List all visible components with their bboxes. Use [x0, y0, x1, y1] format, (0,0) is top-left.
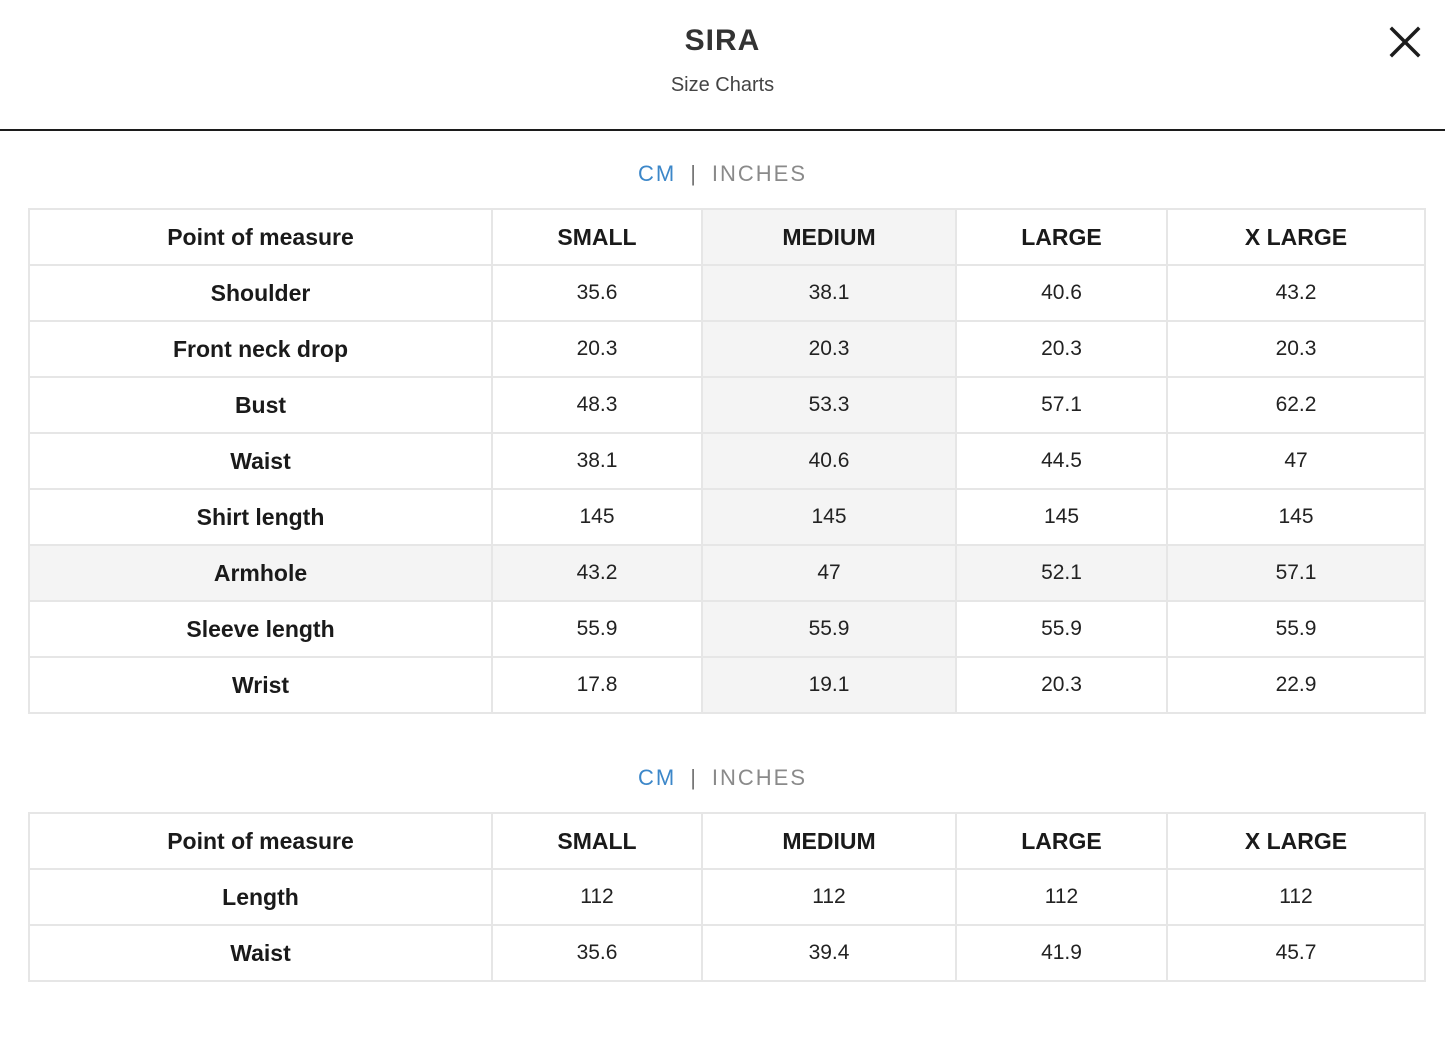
table-cell: 38.1 — [491, 432, 703, 490]
table-cell: 20.3 — [491, 320, 703, 378]
table-cell: 20.3 — [955, 656, 1168, 714]
page-title: SIRA — [684, 24, 761, 57]
modal-header: SIRA Size Charts — [0, 0, 1445, 131]
table-cell: 55.9 — [955, 600, 1168, 658]
table-cell: 47 — [1166, 432, 1426, 490]
table-cell: 39.4 — [701, 924, 957, 982]
table-row: Waist 38.1 40.6 44.5 47 — [28, 432, 1426, 490]
column-header: Point of measure — [28, 208, 493, 266]
table-row: Bust 48.3 53.3 57.1 62.2 — [28, 376, 1426, 434]
table-cell: 145 — [955, 488, 1168, 546]
table-cell: 43.2 — [1166, 264, 1426, 322]
column-header: MEDIUM — [701, 812, 957, 870]
unit-toggle-1: CM | INCHES — [0, 161, 1445, 187]
table-cell: 55.9 — [1166, 600, 1426, 658]
column-header: Point of measure — [28, 812, 493, 870]
table-cell: 17.8 — [491, 656, 703, 714]
column-header: X LARGE — [1166, 812, 1426, 870]
table-cell: 55.9 — [491, 600, 703, 658]
table-cell: 112 — [701, 868, 957, 926]
table-row: Wrist 17.8 19.1 20.3 22.9 — [28, 656, 1426, 714]
table-cell: 20.3 — [1166, 320, 1426, 378]
size-table-bottom: Point of measure SMALL MEDIUM LARGE X LA… — [28, 812, 1426, 982]
table-cell: 43.2 — [491, 544, 703, 602]
table-cell: 55.9 — [701, 600, 957, 658]
table-cell: 44.5 — [955, 432, 1168, 490]
table-cell: 19.1 — [701, 656, 957, 714]
table-row: Armhole 43.2 47 52.1 57.1 — [28, 544, 1426, 602]
table-row: Shoulder 35.6 38.1 40.6 43.2 — [28, 264, 1426, 322]
table-cell: 112 — [955, 868, 1168, 926]
table-cell: 40.6 — [701, 432, 957, 490]
table-cell: 40.6 — [955, 264, 1168, 322]
unit-separator: | — [690, 161, 698, 186]
row-label: Sleeve length — [28, 600, 493, 658]
table-cell: 35.6 — [491, 924, 703, 982]
table-cell: 57.1 — [955, 376, 1168, 434]
table-cell: 62.2 — [1166, 376, 1426, 434]
table-row: Waist 35.6 39.4 41.9 45.7 — [28, 924, 1426, 982]
row-label: Length — [28, 868, 493, 926]
row-label: Waist — [28, 432, 493, 490]
table-row: Shirt length 145 145 145 145 — [28, 488, 1426, 546]
size-table-top: Point of measure SMALL MEDIUM LARGE X LA… — [28, 208, 1426, 714]
close-button[interactable] — [1387, 24, 1423, 60]
row-label: Front neck drop — [28, 320, 493, 378]
column-header: SMALL — [491, 812, 703, 870]
unit-inches-button[interactable]: INCHES — [711, 161, 808, 186]
table-cell: 48.3 — [491, 376, 703, 434]
table-header-row: Point of measure SMALL MEDIUM LARGE X LA… — [28, 208, 1426, 266]
column-header: LARGE — [955, 208, 1168, 266]
table-cell: 20.3 — [701, 320, 957, 378]
table-cell: 35.6 — [491, 264, 703, 322]
table-cell: 20.3 — [955, 320, 1168, 378]
close-icon — [1389, 26, 1421, 58]
column-header: LARGE — [955, 812, 1168, 870]
unit-cm-button[interactable]: CM — [637, 765, 677, 790]
row-label: Wrist — [28, 656, 493, 714]
table-row: Front neck drop 20.3 20.3 20.3 20.3 — [28, 320, 1426, 378]
page-subtitle: Size Charts — [670, 74, 775, 96]
row-label: Waist — [28, 924, 493, 982]
row-label: Shirt length — [28, 488, 493, 546]
table-header-row: Point of measure SMALL MEDIUM LARGE X LA… — [28, 812, 1426, 870]
table-cell: 112 — [1166, 868, 1426, 926]
table-cell: 145 — [701, 488, 957, 546]
table-row: Sleeve length 55.9 55.9 55.9 55.9 — [28, 600, 1426, 658]
unit-toggle-2: CM | INCHES — [0, 765, 1445, 791]
table-cell: 57.1 — [1166, 544, 1426, 602]
row-label: Shoulder — [28, 264, 493, 322]
unit-inches-button[interactable]: INCHES — [711, 765, 808, 790]
table-cell: 47 — [701, 544, 957, 602]
table-cell: 45.7 — [1166, 924, 1426, 982]
column-header: MEDIUM — [701, 208, 957, 266]
unit-cm-button[interactable]: CM — [637, 161, 677, 186]
table-cell: 38.1 — [701, 264, 957, 322]
table-cell: 112 — [491, 868, 703, 926]
table-cell: 145 — [491, 488, 703, 546]
table-cell: 22.9 — [1166, 656, 1426, 714]
column-header: X LARGE — [1166, 208, 1426, 266]
table-cell: 53.3 — [701, 376, 957, 434]
row-label: Armhole — [28, 544, 493, 602]
table-cell: 145 — [1166, 488, 1426, 546]
table-cell: 52.1 — [955, 544, 1168, 602]
table-cell: 41.9 — [955, 924, 1168, 982]
table-row: Length 112 112 112 112 — [28, 868, 1426, 926]
unit-separator: | — [690, 765, 698, 790]
column-header: SMALL — [491, 208, 703, 266]
row-label: Bust — [28, 376, 493, 434]
